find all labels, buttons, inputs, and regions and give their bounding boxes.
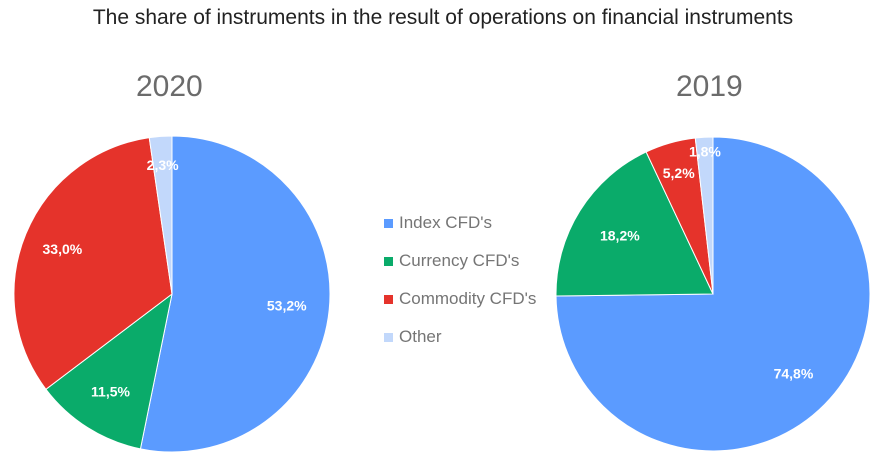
pie-2019-label-currency: 18,2%: [600, 228, 640, 244]
pie-2019-slice-index: [555, 136, 871, 452]
legend-swatch-commodity: [384, 294, 393, 304]
pie-2020-slice-currency: [45, 292, 173, 450]
pie-2019-label-index: 74,8%: [774, 365, 814, 381]
legend-swatch-currency: [384, 256, 393, 266]
pie-2020-slice-commodity: [13, 137, 173, 390]
pie-2020-label-commodity: 33,0%: [43, 241, 83, 257]
legend-swatch-other: [384, 332, 393, 342]
legend-item-commodity: Commodity CFD's: [384, 280, 536, 318]
pie-2019-label-other: 1,8%: [689, 143, 721, 159]
legend-label-commodity: Commodity CFD's: [399, 289, 537, 308]
pie-2020-slice-index: [139, 135, 331, 453]
pie-2019-slice-other: [694, 136, 714, 295]
pie-2020-label-currency: 11,5%: [91, 384, 130, 400]
legend-item-index: Index CFD's: [384, 204, 536, 242]
pie-2020-label-index: 53,2%: [267, 298, 307, 314]
legend-label-index: Index CFD's: [399, 213, 492, 232]
legend-item-currency: Currency CFD's: [384, 242, 536, 280]
pie-2019-slice-currency: [555, 151, 714, 297]
pie-2020-title: 2020: [136, 70, 203, 103]
legend-label-other: Other: [399, 327, 442, 346]
legend-label-currency: Currency CFD's: [399, 251, 520, 270]
legend: Index CFD's Currency CFD's Commodity CFD…: [384, 204, 536, 356]
pie-2019-title: 2019: [676, 70, 743, 103]
pie-2020-slice-other: [148, 135, 173, 295]
legend-swatch-index: [384, 218, 393, 228]
legend-item-other: Other: [384, 318, 536, 356]
pie-2019-label-commodity: 5,2%: [663, 165, 695, 181]
chart-title: The share of instruments in the result o…: [92, 6, 794, 29]
pie-2020-label-other: 2,3%: [147, 157, 179, 173]
